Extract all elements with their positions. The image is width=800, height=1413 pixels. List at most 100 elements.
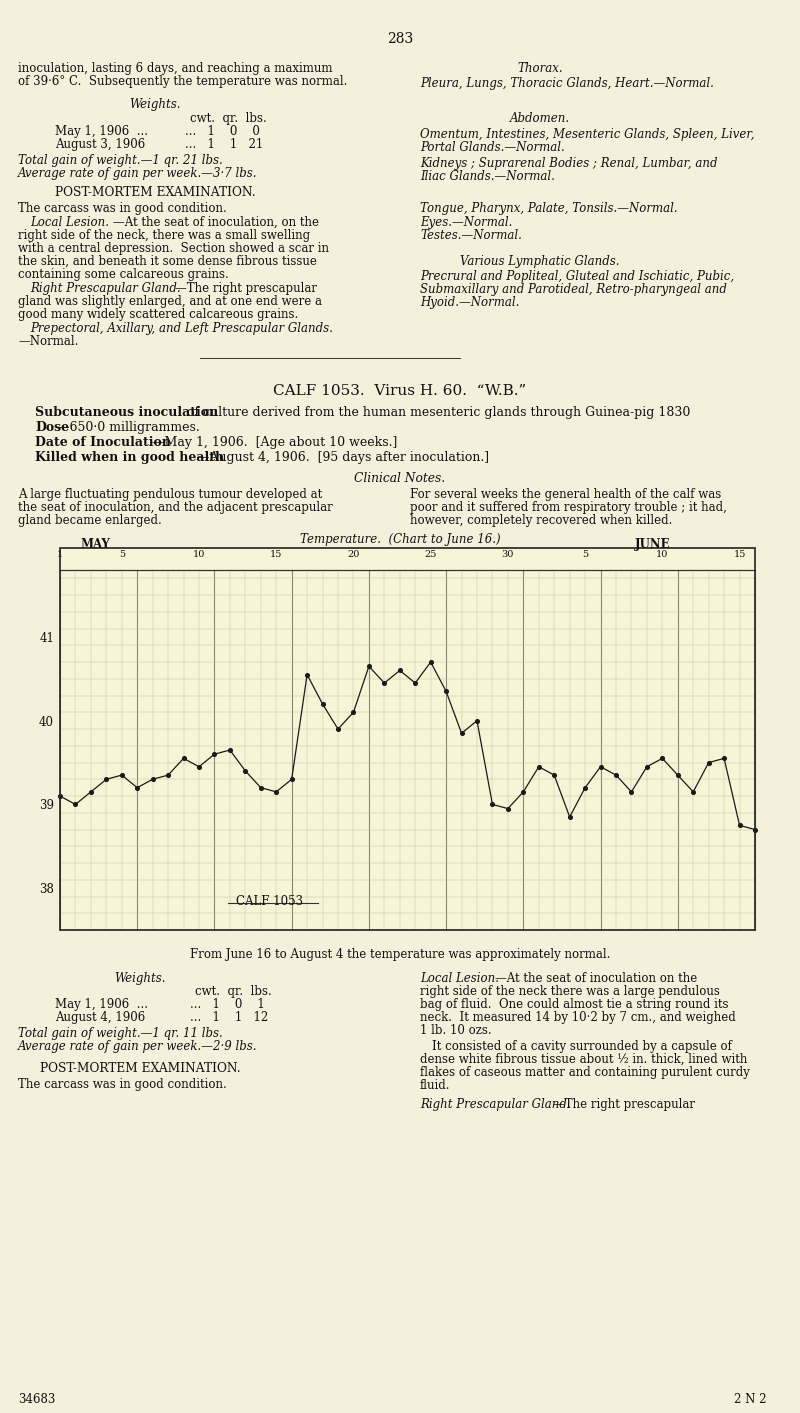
Text: good many widely scattered calcareous grains.: good many widely scattered calcareous gr…	[18, 308, 298, 321]
Text: Kidneys ; Suprarenal Bodies ; Renal, Lumbar, and: Kidneys ; Suprarenal Bodies ; Renal, Lum…	[420, 157, 718, 170]
Text: Testes.—Normal.: Testes.—Normal.	[420, 229, 522, 242]
Text: The carcass was in good condition.: The carcass was in good condition.	[18, 1078, 226, 1091]
Point	[517, 780, 530, 803]
Text: —May 1, 1906.  [Age about 10 weeks.]: —May 1, 1906. [Age about 10 weeks.]	[152, 437, 398, 449]
Text: —At the seat of inoculation, on the: —At the seat of inoculation, on the	[113, 216, 319, 229]
Text: Tongue, Pharynx, Palate, Tonsils.—Normal.: Tongue, Pharynx, Palate, Tonsils.—Normal…	[420, 202, 678, 215]
Text: cwt.  qr.  lbs.: cwt. qr. lbs.	[195, 985, 272, 998]
Point	[455, 722, 468, 745]
Text: 39: 39	[39, 800, 54, 812]
Text: Date of Inoculation: Date of Inoculation	[35, 437, 171, 449]
Text: 25: 25	[425, 550, 437, 560]
Text: Local Lesion.: Local Lesion.	[420, 972, 499, 985]
Text: POST-MORTEM EXAMINATION.: POST-MORTEM EXAMINATION.	[54, 187, 255, 199]
Point	[440, 680, 453, 702]
Text: Omentum, Intestines, Mesenteric Glands, Spleen, Liver,: Omentum, Intestines, Mesenteric Glands, …	[420, 129, 754, 141]
Bar	[60, 548, 755, 930]
Text: MAY: MAY	[80, 538, 110, 551]
Point	[362, 656, 375, 678]
Point	[594, 756, 607, 779]
Text: poor and it suffered from respiratory trouble ; it had,: poor and it suffered from respiratory tr…	[410, 502, 727, 514]
Point	[270, 780, 282, 803]
Text: Thorax.: Thorax.	[517, 62, 563, 75]
Point	[131, 776, 144, 798]
Text: the seat of inoculation, and the adjacent prescapular: the seat of inoculation, and the adjacen…	[18, 502, 333, 514]
Point	[54, 784, 66, 807]
Text: August 4, 1906: August 4, 1906	[55, 1010, 146, 1024]
Point	[100, 769, 113, 791]
Text: 5: 5	[118, 550, 125, 560]
Text: The carcass was in good condition.: The carcass was in good condition.	[18, 202, 226, 215]
Text: bag of fluid.  One could almost tie a string round its: bag of fluid. One could almost tie a str…	[420, 998, 729, 1010]
Text: 20: 20	[347, 550, 360, 560]
Text: CALF 1053.  Virus H. 60.  “W.B.”: CALF 1053. Virus H. 60. “W.B.”	[274, 384, 526, 398]
Text: Subcutaneous inoculation: Subcutaneous inoculation	[35, 406, 218, 420]
Point	[733, 814, 746, 836]
Point	[85, 780, 98, 803]
Text: Precrural and Popliteal, Gluteal and Ischiatic, Pubic,: Precrural and Popliteal, Gluteal and Isc…	[420, 270, 734, 283]
Text: May 1, 1906  ...: May 1, 1906 ...	[55, 124, 148, 138]
Text: It consisted of a cavity surrounded by a capsule of: It consisted of a cavity surrounded by a…	[432, 1040, 732, 1053]
Text: —The right prescapular: —The right prescapular	[553, 1098, 695, 1111]
Text: inoculation, lasting 6 days, and reaching a maximum: inoculation, lasting 6 days, and reachin…	[18, 62, 333, 75]
Text: 10: 10	[193, 550, 205, 560]
Text: neck.  It measured 14 by 10·2 by 7 cm., and weighed: neck. It measured 14 by 10·2 by 7 cm., a…	[420, 1010, 736, 1024]
Point	[502, 797, 514, 820]
Point	[578, 776, 591, 798]
Text: Total gain of weight.—1 qr. 11 lbs.: Total gain of weight.—1 qr. 11 lbs.	[18, 1027, 222, 1040]
Text: 1 lb. 10 ozs.: 1 lb. 10 ozs.	[420, 1024, 492, 1037]
Text: 15: 15	[734, 550, 746, 560]
Text: Pleura, Lungs, Thoracic Glands, Heart.—Normal.: Pleura, Lungs, Thoracic Glands, Heart.—N…	[420, 76, 714, 90]
Text: flakes of caseous matter and containing purulent curdy: flakes of caseous matter and containing …	[420, 1065, 750, 1080]
Point	[394, 658, 406, 681]
Text: with a central depression.  Section showed a scar in: with a central depression. Section showe…	[18, 242, 329, 254]
Text: ...   1    1   21: ... 1 1 21	[185, 138, 263, 151]
Text: 1: 1	[57, 550, 63, 560]
Point	[177, 747, 190, 770]
Point	[718, 747, 730, 770]
Point	[532, 756, 545, 779]
Point	[702, 752, 715, 774]
Text: fluid.: fluid.	[420, 1080, 450, 1092]
Text: Iliac Glands.—Normal.: Iliac Glands.—Normal.	[420, 170, 555, 184]
Text: Submaxillary and Parotideal, Retro-pharyngeal and: Submaxillary and Parotideal, Retro-phary…	[420, 283, 727, 295]
Text: dense white fibrous tissue about ½ in. thick, lined with: dense white fibrous tissue about ½ in. t…	[420, 1053, 747, 1065]
Point	[347, 701, 360, 723]
Point	[301, 663, 314, 685]
Point	[162, 764, 174, 787]
Point	[671, 764, 684, 787]
Text: 5: 5	[582, 550, 588, 560]
Text: Abdomen.: Abdomen.	[510, 112, 570, 124]
Text: Dose: Dose	[35, 421, 69, 434]
Point	[548, 764, 561, 787]
Point	[641, 756, 654, 779]
Text: Average rate of gain per week.—2·9 lbs.: Average rate of gain per week.—2·9 lbs.	[18, 1040, 258, 1053]
Text: Various Lymphatic Glands.: Various Lymphatic Glands.	[460, 254, 620, 268]
Text: Local Lesion.: Local Lesion.	[30, 216, 109, 229]
Text: cwt.  qr.  lbs.: cwt. qr. lbs.	[190, 112, 266, 124]
Point	[378, 671, 390, 694]
Point	[470, 709, 483, 732]
Point	[286, 769, 298, 791]
Text: A large fluctuating pendulous tumour developed at: A large fluctuating pendulous tumour dev…	[18, 487, 322, 502]
Text: Temperature.  (Chart to June 16.): Temperature. (Chart to June 16.)	[300, 533, 500, 545]
Text: Weights.: Weights.	[130, 97, 181, 112]
Point	[146, 769, 159, 791]
Text: 283: 283	[387, 32, 413, 47]
Text: right side of the neck there was a large pendulous: right side of the neck there was a large…	[420, 985, 720, 998]
Point	[656, 747, 669, 770]
Point	[193, 756, 206, 779]
Text: 34683: 34683	[18, 1393, 55, 1406]
Point	[749, 818, 762, 841]
Text: —Normal.: —Normal.	[18, 335, 78, 348]
Text: 40: 40	[39, 716, 54, 729]
Text: Average rate of gain per week.—3·7 lbs.: Average rate of gain per week.—3·7 lbs.	[18, 167, 258, 179]
Text: —At the seat of inoculation on the: —At the seat of inoculation on the	[495, 972, 698, 985]
Text: 30: 30	[502, 550, 514, 560]
Text: of culture derived from the human mesenteric glands through Guinea-pig 1830: of culture derived from the human mesent…	[187, 406, 690, 420]
Text: Killed when in good health: Killed when in good health	[35, 451, 224, 463]
Text: however, completely recovered when killed.: however, completely recovered when kille…	[410, 514, 672, 527]
Text: 10: 10	[656, 550, 669, 560]
Text: August 3, 1906: August 3, 1906	[55, 138, 146, 151]
Point	[486, 793, 499, 815]
